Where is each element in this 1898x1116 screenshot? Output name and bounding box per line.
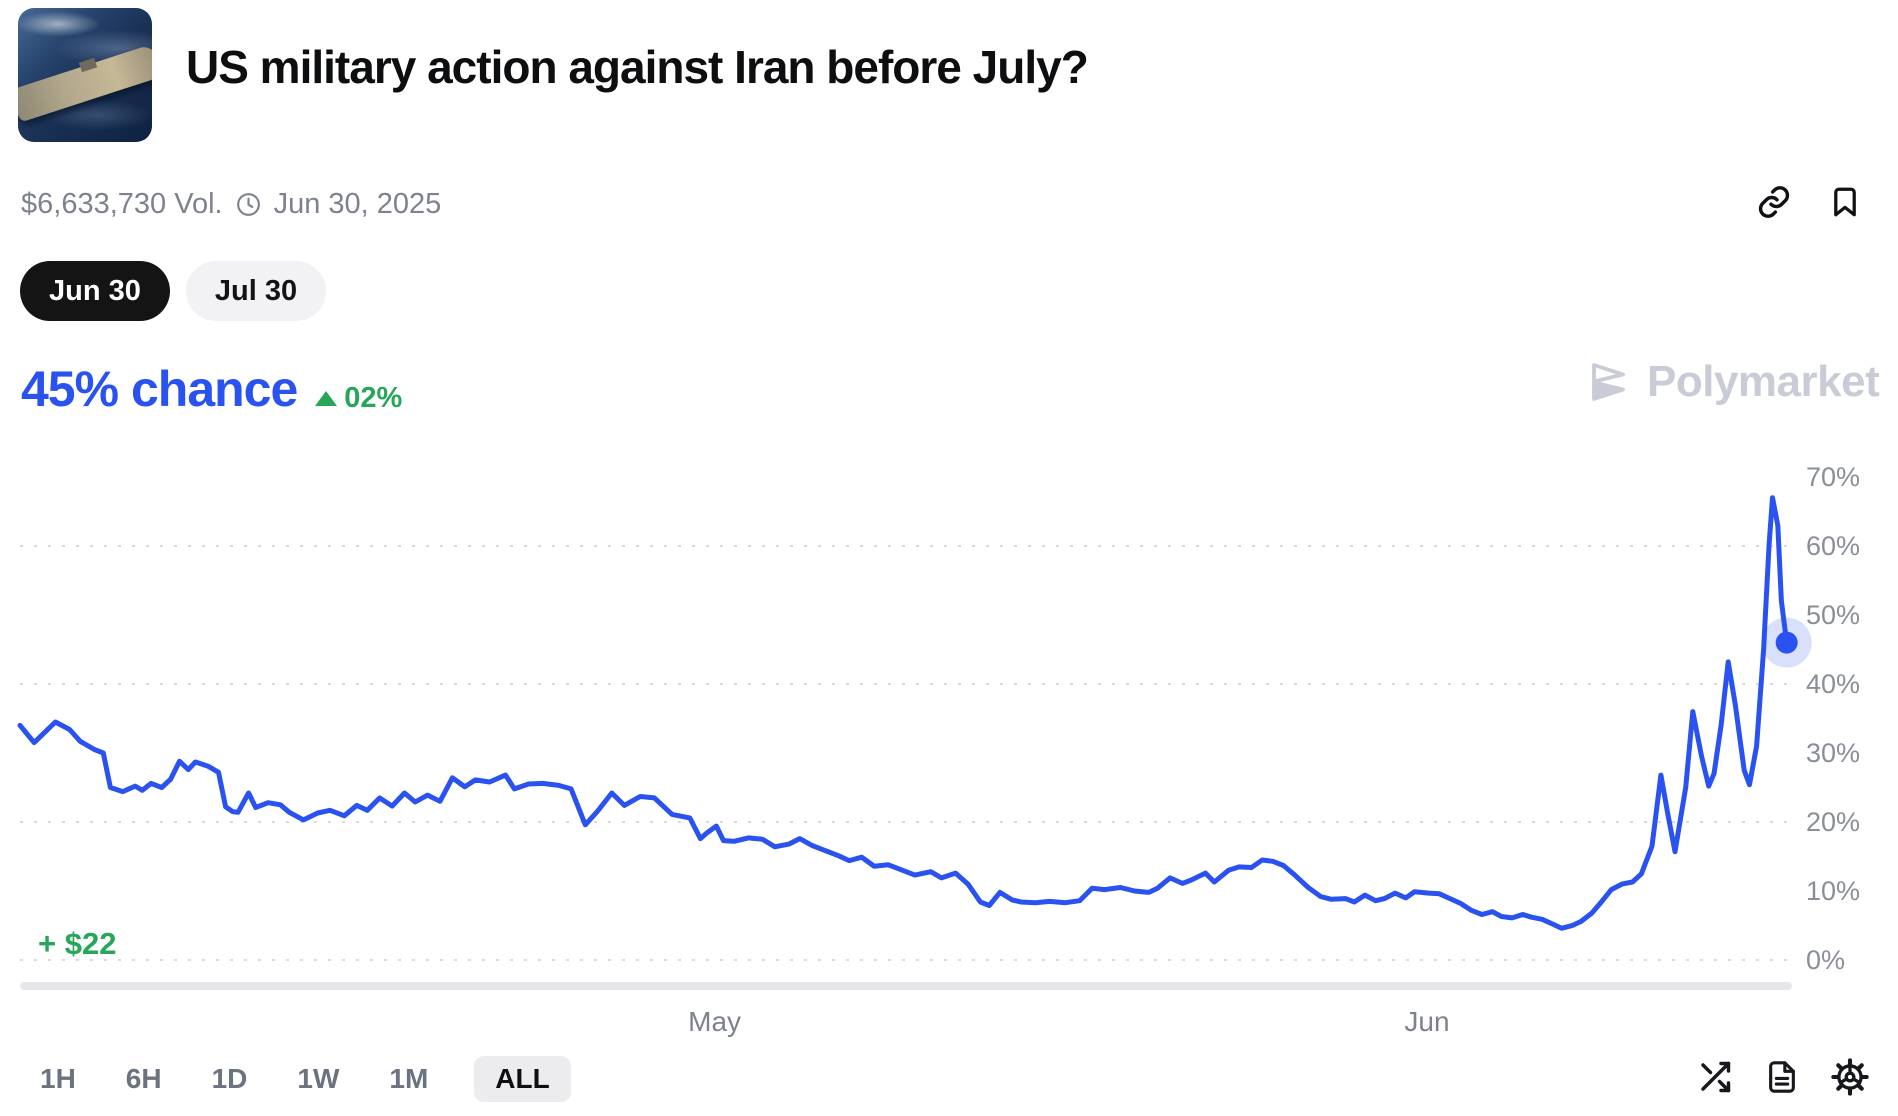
timeframe-1w[interactable]: 1W — [293, 1056, 343, 1102]
timeframe-all[interactable]: ALL — [474, 1056, 571, 1102]
outcome-tabs: Jun 30 Jul 30 — [20, 261, 327, 321]
y-tick-40pct: 40% — [1806, 669, 1861, 699]
outcome-tab-jul-30[interactable]: Jul 30 — [185, 261, 327, 321]
timeframe-buttons: 1H 6H 1D 1W 1M ALL — [36, 1056, 571, 1102]
profit-label: + $22 — [38, 926, 117, 961]
price-line[interactable] — [17, 460, 1812, 1000]
timeframe-1h[interactable]: 1H — [36, 1056, 80, 1102]
y-tick-20pct: 20% — [1806, 807, 1861, 837]
timeframe-6h[interactable]: 6H — [122, 1056, 166, 1102]
gridline-60pct — [20, 545, 1792, 547]
chance-row: 45% chance 02% — [21, 360, 402, 418]
current-point-dot — [1775, 631, 1798, 654]
probability-line — [17, 495, 1790, 931]
y-tick-50pct: 50% — [1806, 600, 1861, 630]
y-tick-60pct: 60% — [1806, 531, 1861, 561]
chart-bottom-track — [20, 982, 1792, 990]
polymarket-logo-text: Polymarket — [1647, 357, 1880, 406]
volume-label: $6,633,730 Vol. — [21, 188, 223, 220]
polymarket-logo-icon — [1592, 363, 1625, 401]
chance-change: 02% — [315, 382, 402, 415]
market-meta: $6,633,730 Vol. Jun 30, 2025 — [21, 188, 441, 221]
document-icon[interactable] — [1765, 1059, 1799, 1095]
chance-value: 45% chance — [21, 361, 298, 417]
x-label-may: May — [688, 1006, 742, 1037]
current-point-halo — [1761, 617, 1812, 668]
settings-gear-icon[interactable] — [1831, 1058, 1869, 1096]
bookmark-icon[interactable] — [1828, 184, 1862, 220]
outcome-tab-jun-30[interactable]: Jun 30 — [20, 261, 170, 321]
gridline-0pct — [20, 959, 1792, 961]
gridline-40pct — [20, 683, 1792, 685]
end-date-label: Jun 30, 2025 — [273, 188, 442, 220]
y-tick-0pct: 0% — [1806, 945, 1846, 975]
y-tick-30pct: 30% — [1806, 738, 1861, 768]
x-label-jun: Jun — [1404, 1006, 1450, 1037]
chance-change-value: 02% — [344, 382, 403, 414]
market-thumbnail — [18, 8, 152, 142]
y-tick-10pct: 10% — [1806, 876, 1861, 906]
y-tick-70pct: 70% — [1806, 462, 1861, 492]
chart-actions — [1697, 1058, 1869, 1096]
timeframe-1d[interactable]: 1D — [208, 1056, 252, 1102]
market-title: US military action against Iran before J… — [186, 41, 1089, 93]
polymarket-watermark: Polymarket — [1585, 356, 1880, 408]
gridline-20pct — [20, 821, 1792, 823]
up-arrow-icon — [315, 391, 338, 406]
link-icon[interactable] — [1756, 184, 1792, 220]
clock-icon — [236, 193, 260, 216]
shuffle-icon[interactable] — [1697, 1059, 1733, 1095]
header-actions — [1756, 184, 1862, 220]
timeframe-1m[interactable]: 1M — [385, 1056, 432, 1102]
